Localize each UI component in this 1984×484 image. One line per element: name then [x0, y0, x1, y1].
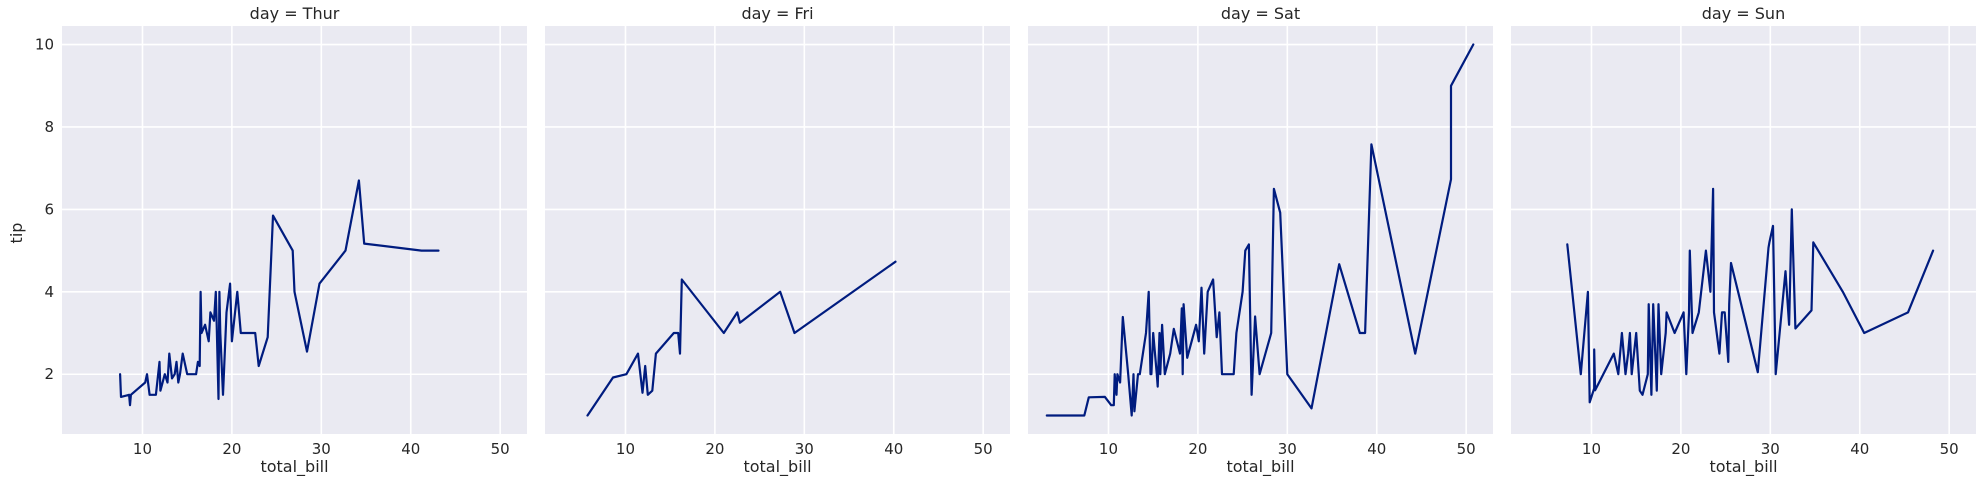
series-line — [586, 260, 897, 417]
x-tick-label: 30 — [1761, 440, 1780, 458]
series-line — [1566, 187, 1935, 404]
x-tick-label: 20 — [222, 440, 241, 458]
panel-2: 10 20 30 40 50 total_bill day = Sat — [1028, 4, 1493, 477]
x-tick-label: 50 — [974, 440, 993, 458]
x-tick-label: 10 — [1582, 440, 1601, 458]
x-axis-label: total_bill — [1226, 457, 1294, 477]
y-tick-label: 6 — [44, 200, 54, 218]
panel-3: 10 20 30 40 50 total_bill day = Sun — [1511, 4, 1976, 477]
series-line — [1045, 43, 1475, 417]
x-tick-label: 20 — [1671, 440, 1690, 458]
panel-1: 10 20 30 40 50 total_bill day = Fri — [545, 4, 1010, 477]
panel-title: day = Sat — [1221, 4, 1300, 23]
x-tick-label: 10 — [616, 440, 635, 458]
x-tick-label: 40 — [1850, 440, 1869, 458]
x-tick-label: 30 — [312, 440, 331, 458]
x-axis-label: total_bill — [743, 457, 811, 477]
series-line — [119, 179, 440, 407]
x-tick-label: 50 — [491, 440, 510, 458]
chart-panels: 10 20 30 40 50 2 4 6 8 10 total_bill day = Thur 10 20… — [35, 4, 1976, 477]
x-tick-label: 40 — [884, 440, 903, 458]
y-tick-label: 10 — [35, 36, 54, 54]
x-tick-label: 50 — [1457, 440, 1476, 458]
y-tick-label: 8 — [44, 118, 54, 136]
panel-background — [62, 26, 527, 434]
x-tick-label: 10 — [1099, 440, 1118, 458]
y-tick-label: 4 — [44, 283, 54, 301]
y-axis-label: tip — [7, 223, 26, 244]
x-tick-label: 10 — [133, 440, 152, 458]
x-axis-label: total_bill — [260, 457, 328, 477]
x-tick-label: 40 — [1367, 440, 1386, 458]
x-tick-label: 20 — [1188, 440, 1207, 458]
x-axis-label: total_bill — [1709, 457, 1777, 477]
x-tick-label: 20 — [705, 440, 724, 458]
panel-background — [545, 26, 1010, 434]
x-tick-label: 30 — [795, 440, 814, 458]
y-tick-label: 2 — [44, 365, 54, 383]
panel-0: 10 20 30 40 50 2 4 6 8 10 total_bill day = Thur — [35, 4, 527, 477]
panel-background — [1028, 26, 1493, 434]
panel-title: day = Thur — [250, 4, 340, 23]
panel-title: day = Sun — [1702, 4, 1785, 23]
x-tick-label: 50 — [1940, 440, 1959, 458]
x-tick-label: 40 — [401, 440, 420, 458]
panel-title: day = Fri — [741, 4, 813, 23]
x-tick-label: 30 — [1278, 440, 1297, 458]
